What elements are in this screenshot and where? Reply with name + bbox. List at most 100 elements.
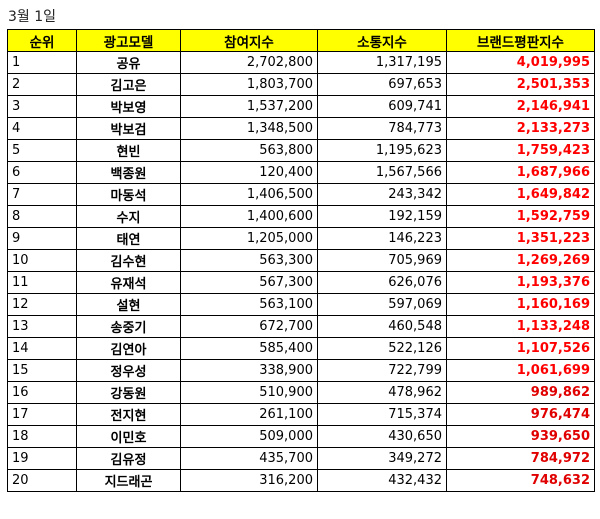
model-name-cell: 태연 [76, 227, 181, 250]
model-name-cell: 백종원 [76, 161, 181, 184]
rank-cell: 7 [7, 183, 77, 206]
participation-cell: 435,700 [180, 447, 318, 470]
communication-cell: 1,567,566 [317, 161, 447, 184]
participation-cell: 1,205,000 [180, 227, 318, 250]
brand-index-cell: 2,133,273 [446, 117, 595, 140]
model-name-cell: 설현 [76, 293, 181, 316]
model-name-cell: 전지현 [76, 403, 181, 426]
communication-cell: 349,272 [317, 447, 447, 470]
rank-cell: 11 [7, 271, 77, 294]
brand-index-cell: 2,146,941 [446, 95, 595, 118]
participation-cell: 563,300 [180, 249, 318, 272]
communication-cell: 715,374 [317, 403, 447, 426]
table-row: 20 지드래곤 316,200 432,432 748,632 [7, 469, 595, 492]
communication-cell: 784,773 [317, 117, 447, 140]
brand-index-cell: 784,972 [446, 447, 595, 470]
participation-cell: 261,100 [180, 403, 318, 426]
participation-cell: 2,702,800 [180, 51, 318, 74]
column-header-communication: 소통지수 [317, 29, 447, 52]
table-row: 7 마동석 1,406,500 243,342 1,649,842 [7, 183, 595, 206]
date-caption: 3월 1일 [8, 9, 57, 25]
participation-cell: 1,400,600 [180, 205, 318, 228]
column-header-rank: 순위 [7, 29, 77, 52]
communication-cell: 697,653 [317, 73, 447, 96]
rank-cell: 18 [7, 425, 77, 448]
table-row: 11 유재석 567,300 626,076 1,193,376 [7, 271, 595, 294]
communication-cell: 430,650 [317, 425, 447, 448]
communication-cell: 192,159 [317, 205, 447, 228]
participation-cell: 672,700 [180, 315, 318, 338]
brand-index-cell: 989,862 [446, 381, 595, 404]
rank-cell: 5 [7, 139, 77, 162]
table-row: 3 박보영 1,537,200 609,741 2,146,941 [7, 95, 595, 118]
participation-cell: 1,406,500 [180, 183, 318, 206]
table-row: 13 송중기 672,700 460,548 1,133,248 [7, 315, 595, 338]
communication-cell: 722,799 [317, 359, 447, 382]
rank-cell: 15 [7, 359, 77, 382]
model-name-cell: 수지 [76, 205, 181, 228]
brand-index-cell: 1,351,223 [446, 227, 595, 250]
rank-cell: 16 [7, 381, 77, 404]
column-header-brand-index: 브랜드평판지수 [446, 29, 595, 52]
rank-cell: 8 [7, 205, 77, 228]
participation-cell: 563,100 [180, 293, 318, 316]
brand-index-cell: 1,061,699 [446, 359, 595, 382]
table-row: 19 김유정 435,700 349,272 784,972 [7, 447, 595, 470]
communication-cell: 1,317,195 [317, 51, 447, 74]
table-header-row: 순위 광고모델 참여지수 소통지수 브랜드평판지수 [7, 29, 595, 52]
table-row: 15 정우성 338,900 722,799 1,061,699 [7, 359, 595, 382]
brand-index-cell: 748,632 [446, 469, 595, 492]
rank-cell: 13 [7, 315, 77, 338]
table-row: 5 현빈 563,800 1,195,623 1,759,423 [7, 139, 595, 162]
model-name-cell: 이민호 [76, 425, 181, 448]
communication-cell: 609,741 [317, 95, 447, 118]
participation-cell: 120,400 [180, 161, 318, 184]
rank-cell: 19 [7, 447, 77, 470]
participation-cell: 567,300 [180, 271, 318, 294]
column-header-model: 광고모델 [76, 29, 181, 52]
participation-cell: 585,400 [180, 337, 318, 360]
rank-cell: 20 [7, 469, 77, 492]
rank-cell: 17 [7, 403, 77, 426]
brand-index-cell: 976,474 [446, 403, 595, 426]
rank-cell: 12 [7, 293, 77, 316]
participation-cell: 510,900 [180, 381, 318, 404]
rank-cell: 2 [7, 73, 77, 96]
table-row: 17 전지현 261,100 715,374 976,474 [7, 403, 595, 426]
brand-index-cell: 1,107,526 [446, 337, 595, 360]
communication-cell: 1,195,623 [317, 139, 447, 162]
communication-cell: 146,223 [317, 227, 447, 250]
table-row: 18 이민호 509,000 430,650 939,650 [7, 425, 595, 448]
participation-cell: 1,803,700 [180, 73, 318, 96]
model-name-cell: 지드래곤 [76, 469, 181, 492]
model-name-cell: 박보영 [76, 95, 181, 118]
table-row: 2 김고은 1,803,700 697,653 2,501,353 [7, 73, 595, 96]
rank-cell: 10 [7, 249, 77, 272]
brand-index-cell: 1,592,759 [446, 205, 595, 228]
model-name-cell: 김수현 [76, 249, 181, 272]
participation-cell: 509,000 [180, 425, 318, 448]
table-row: 6 백종원 120,400 1,567,566 1,687,966 [7, 161, 595, 184]
table-row: 9 태연 1,205,000 146,223 1,351,223 [7, 227, 595, 250]
communication-cell: 243,342 [317, 183, 447, 206]
model-name-cell: 공유 [76, 51, 181, 74]
communication-cell: 597,069 [317, 293, 447, 316]
communication-cell: 705,969 [317, 249, 447, 272]
brand-index-cell: 2,501,353 [446, 73, 595, 96]
participation-cell: 563,800 [180, 139, 318, 162]
table-row: 1 공유 2,702,800 1,317,195 4,019,995 [7, 51, 595, 74]
participation-cell: 1,348,500 [180, 117, 318, 140]
model-name-cell: 강동원 [76, 381, 181, 404]
rank-cell: 3 [7, 95, 77, 118]
brand-index-cell: 1,133,248 [446, 315, 595, 338]
participation-cell: 1,537,200 [180, 95, 318, 118]
participation-cell: 316,200 [180, 469, 318, 492]
model-name-cell: 정우성 [76, 359, 181, 382]
model-name-cell: 김연아 [76, 337, 181, 360]
brand-index-cell: 1,160,169 [446, 293, 595, 316]
rank-cell: 9 [7, 227, 77, 250]
model-name-cell: 현빈 [76, 139, 181, 162]
communication-cell: 478,962 [317, 381, 447, 404]
brand-index-cell: 1,759,423 [446, 139, 595, 162]
brand-index-cell: 939,650 [446, 425, 595, 448]
